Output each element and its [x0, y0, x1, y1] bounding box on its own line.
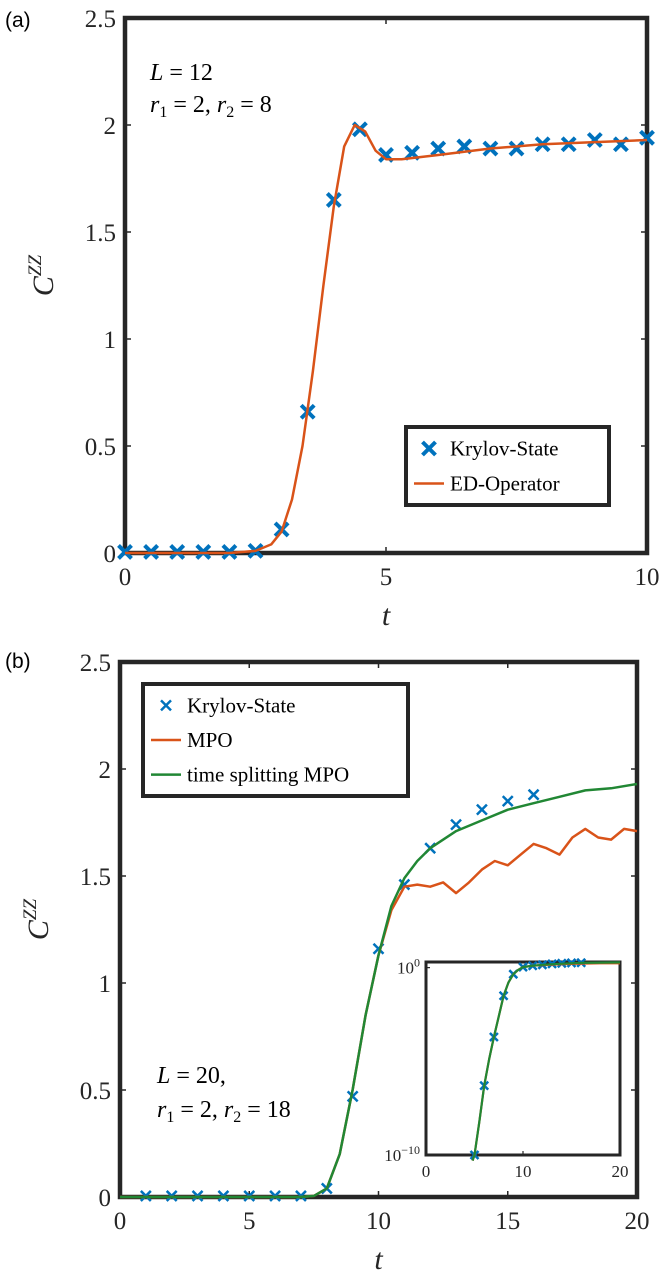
y-tick-label: 0.5 [80, 1078, 111, 1105]
legend-label-mpo: MPO [187, 728, 233, 752]
y-tick-label: 1 [99, 971, 112, 998]
x-tick-label: 10 [366, 1208, 391, 1235]
y-axis-label: CZZ [20, 898, 55, 940]
chart-panel-a: (a) 0 5 10 0 0.5 1 1.5 2 2.5 t CZZ L = 12 r1​ = 2, r2… [5, 6, 660, 632]
y-tick-label: 1.5 [85, 220, 116, 247]
legend: Krylov-State MPO time splitting MPO [141, 682, 410, 798]
legend-label-krylov-state: Krylov-State [450, 437, 558, 461]
x-tick-label: 20 [625, 1208, 650, 1235]
x-tick-label: 0 [114, 1208, 127, 1235]
y-axis-label: CZZ [25, 254, 60, 296]
legend-label-ed-operator: ED-Operator [450, 472, 560, 496]
annotation-text: L = 20, [156, 1063, 226, 1089]
x-tick-label: 0 [119, 564, 132, 591]
x-axis-label: t [374, 1243, 383, 1276]
inset-frame [424, 960, 622, 1157]
y-tick-label: 0 [104, 541, 117, 568]
inset-x-tick-label: 20 [612, 1162, 629, 1181]
inset-y-tick-label: 10−10 [384, 1143, 420, 1165]
inset-x-tick-label: 0 [422, 1162, 431, 1181]
legend: Krylov-State ED-Operator [404, 425, 611, 507]
legend-label-krylov-state: Krylov-State [187, 693, 295, 717]
data-point-krylov-state [508, 140, 525, 157]
panel-label: (a) [5, 9, 31, 32]
legend-box [141, 682, 410, 798]
annotation-text: r1​ = 2, r2​ = 18 [157, 1097, 291, 1126]
y-tick-label: 2 [99, 757, 112, 784]
legend-label-time-splitting-mpo: time splitting MPO [187, 763, 349, 787]
annotation-text: L = 12 [149, 60, 213, 86]
y-tick-label: 2.5 [85, 6, 116, 33]
data-point-krylov-state [430, 140, 447, 157]
inset-y-tick-label: 100 [397, 956, 420, 978]
data-point-krylov-state [586, 132, 603, 148]
x-tick-label: 5 [380, 564, 393, 591]
y-tick-label: 0 [99, 1185, 112, 1212]
panel-label: (b) [5, 650, 31, 673]
x-tick-label: 15 [495, 1208, 520, 1235]
annotation-text: r1​ = 2, r2​ = 8 [150, 92, 272, 121]
inset-series-line-time-splitting-mpo [471, 961, 621, 1161]
chart-panel-b: (b) 0 5 10 15 20 0 0.5 1 1.5 2 2.5 t CZZ 0 10 20 10−10 100… [5, 650, 650, 1276]
inset-x-tick-label: 10 [515, 1162, 532, 1181]
inset-plot: 0 10 20 10−10 100 [384, 956, 628, 1181]
legend-box [404, 425, 611, 507]
y-tick-label: 1.5 [80, 864, 111, 891]
data-point-krylov-state [450, 818, 462, 831]
data-point-krylov-state [527, 788, 540, 801]
x-tick-label: 5 [243, 1208, 256, 1235]
y-tick-label: 1 [104, 327, 117, 354]
legend-swatch-krylov-state [421, 440, 437, 457]
data-point-krylov-state [501, 795, 514, 807]
data-point-krylov-state [346, 1090, 359, 1103]
series-line-ed-operator [125, 123, 648, 555]
x-tick-label: 10 [635, 564, 660, 591]
data-point-krylov-state [476, 803, 488, 816]
y-tick-label: 2.5 [80, 650, 111, 677]
series-line-time-splitting-mpo [120, 782, 638, 1199]
legend-swatch-krylov-state [160, 699, 172, 712]
data-point-krylov-state [639, 129, 655, 146]
x-axis-label: t [382, 599, 391, 632]
y-tick-label: 2 [104, 113, 117, 140]
y-tick-label: 0.5 [85, 434, 116, 461]
